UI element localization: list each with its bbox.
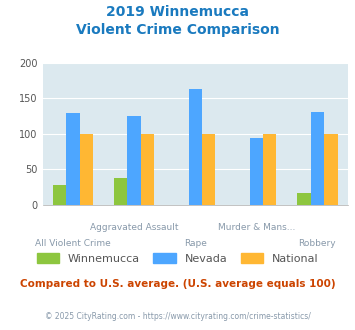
Bar	[141, 134, 154, 205]
Text: Robbery: Robbery	[299, 239, 336, 248]
Text: Murder & Mans...: Murder & Mans...	[218, 223, 295, 232]
Bar	[311, 112, 324, 205]
Bar	[250, 138, 263, 205]
Bar	[66, 113, 80, 205]
Text: All Violent Crime: All Violent Crime	[35, 239, 111, 248]
Bar	[80, 134, 93, 205]
Bar	[189, 89, 202, 205]
Legend: Winnemucca, Nevada, National: Winnemucca, Nevada, National	[32, 248, 323, 268]
Text: Rape: Rape	[184, 239, 207, 248]
Bar	[263, 134, 277, 205]
Bar	[127, 116, 141, 205]
Bar	[53, 185, 66, 205]
Bar	[297, 192, 311, 205]
Text: Compared to U.S. average. (U.S. average equals 100): Compared to U.S. average. (U.S. average …	[20, 279, 335, 289]
Bar	[202, 134, 215, 205]
Text: 2019 Winnemucca: 2019 Winnemucca	[106, 5, 249, 19]
Text: Aggravated Assault: Aggravated Assault	[90, 223, 179, 232]
Text: Violent Crime Comparison: Violent Crime Comparison	[76, 23, 279, 37]
Text: © 2025 CityRating.com - https://www.cityrating.com/crime-statistics/: © 2025 CityRating.com - https://www.city…	[45, 312, 310, 321]
Bar	[324, 134, 338, 205]
Bar	[114, 178, 127, 205]
